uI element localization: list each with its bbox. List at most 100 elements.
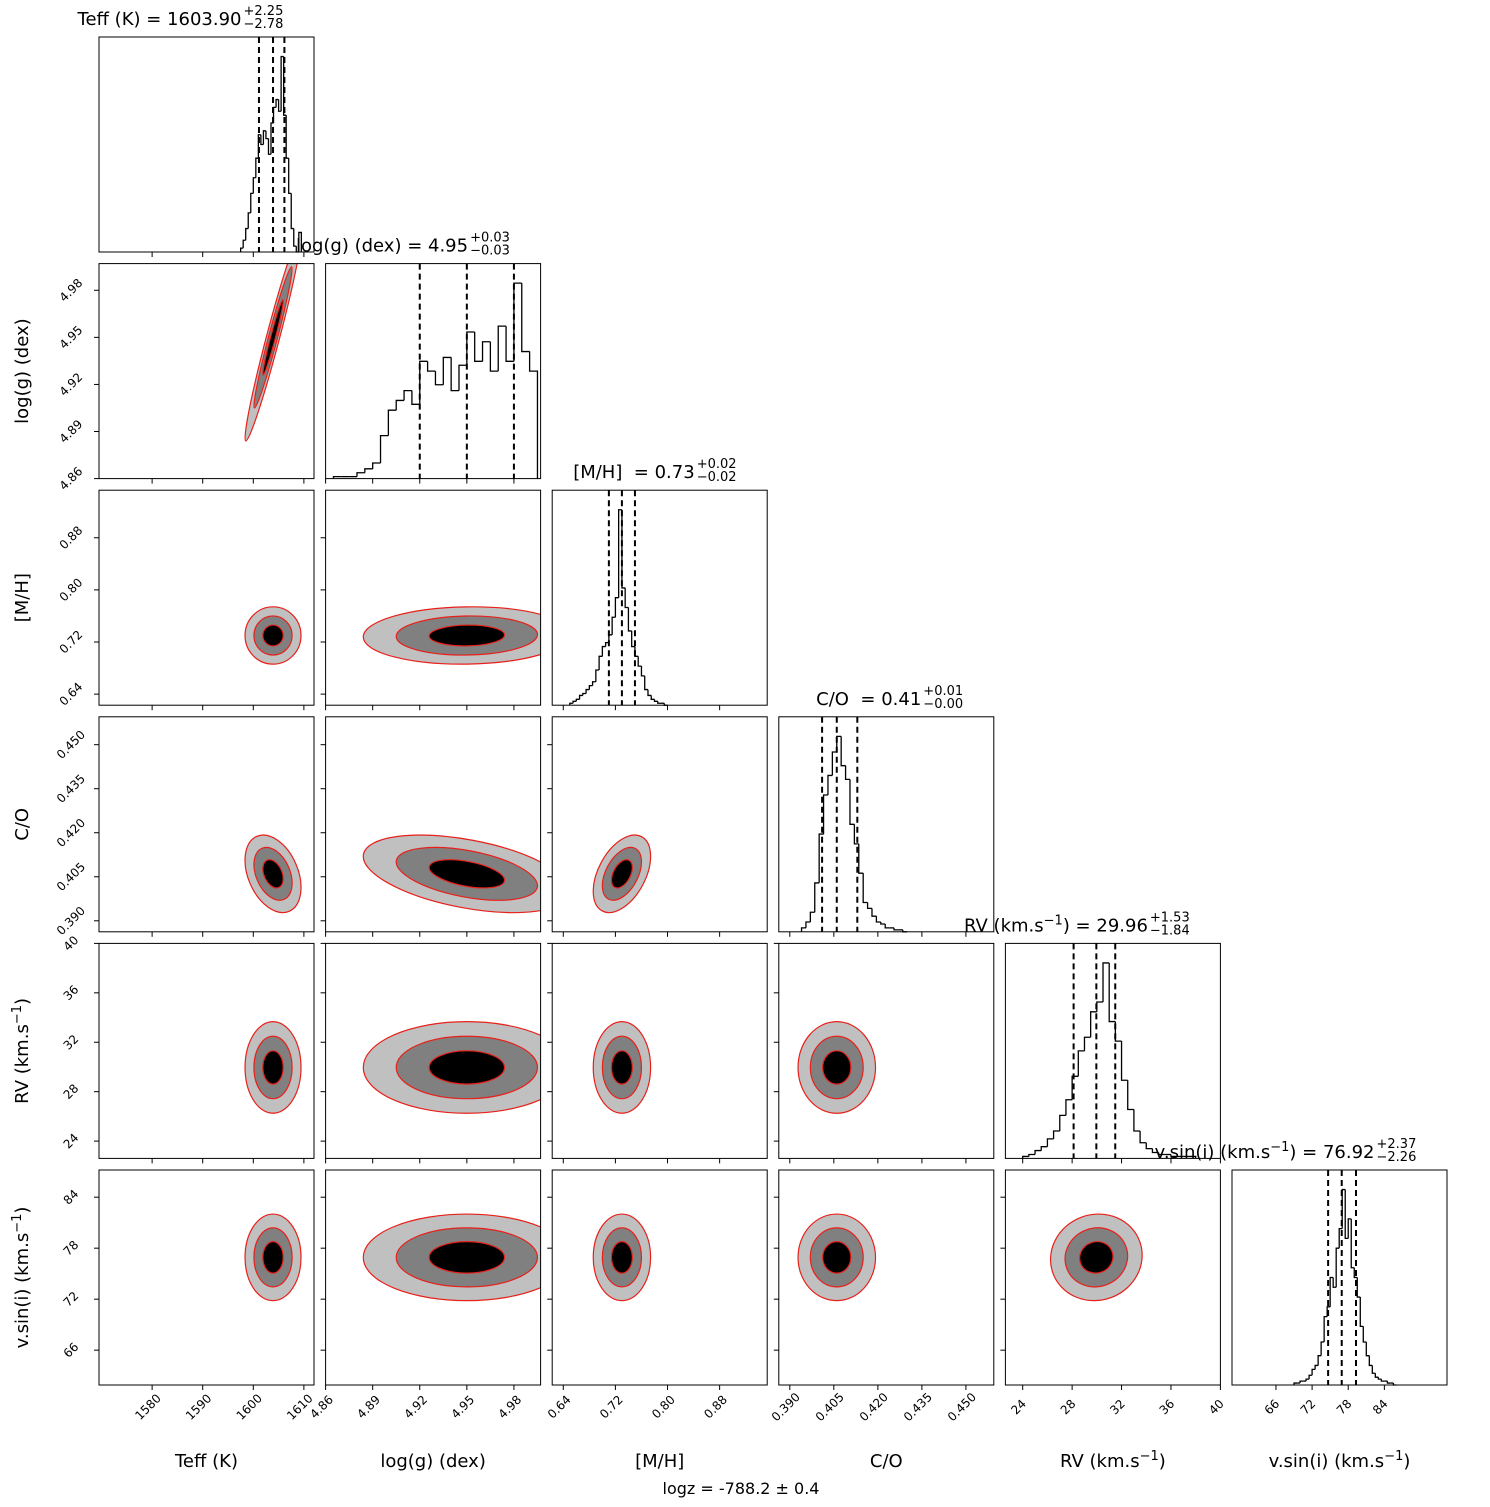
hist-bin: [880, 922, 886, 925]
x-tick-label: 24: [1008, 1397, 1029, 1418]
y-tick-label: 72: [61, 1289, 82, 1310]
panel-frame: [325, 942, 542, 1159]
hist-bin: [585, 688, 590, 694]
hist-bin: [650, 695, 655, 700]
hist-bin: [578, 694, 583, 700]
y-tick-label: 0.405: [54, 860, 88, 894]
x-tick-label: 0.420: [857, 1390, 891, 1424]
hist-bin: [1335, 1247, 1340, 1288]
hist-bin: [1371, 1365, 1376, 1374]
y-tick-label: 84: [61, 1187, 82, 1208]
x-tick-label: 4.98: [496, 1393, 525, 1422]
hist-bin: [582, 692, 587, 696]
hist-bin: [395, 399, 405, 411]
contour-level: [262, 299, 284, 376]
hist-bin: [442, 356, 452, 385]
panel-frame: [98, 489, 315, 706]
panel-title: RV (km.s−1) = 29.96: [964, 913, 1148, 936]
x-tick-label: 0.88: [701, 1393, 730, 1422]
hist-bin: [260, 134, 264, 146]
density-panel: [592, 1213, 652, 1302]
hist-bin: [604, 642, 609, 647]
panel-frame: [98, 942, 315, 1159]
hist-bin: [875, 916, 881, 923]
hist-bin: [1083, 1036, 1091, 1051]
x-axis-label-part: C/O: [870, 1451, 903, 1472]
footer: logz = -788.2 ± 0.4: [663, 1479, 820, 1498]
panel-title: log(g) (dex) = 4.95: [296, 236, 468, 257]
title-minus: −0.03: [470, 244, 510, 259]
hist-bin: [1059, 1114, 1066, 1132]
hist-bin: [840, 736, 846, 767]
y-tick-label: 0.64: [57, 680, 86, 709]
x-tick-label: 0.64: [545, 1393, 574, 1422]
panel-frame: [1004, 942, 1221, 1159]
hist-bin: [637, 656, 642, 667]
panel-title-part: −1: [1044, 913, 1063, 928]
hist-bin: [893, 927, 899, 931]
y-axis-label-part: −1: [10, 1005, 25, 1024]
title-minus: −0.00: [923, 697, 963, 712]
y-axis-label-part: RV (km.s: [12, 1024, 33, 1104]
hist-bin: [458, 364, 467, 391]
hist-bin: [1359, 1297, 1364, 1328]
hist-bin: [1052, 1130, 1060, 1139]
hist-bin: [588, 685, 593, 690]
hist-bin: [1368, 1355, 1373, 1367]
panel-title-part: −1: [1270, 1140, 1289, 1155]
x-tick-label: 32: [1107, 1397, 1128, 1418]
hist-bin: [601, 645, 606, 657]
hist-bin: [1317, 1355, 1322, 1366]
hist-bin: [1170, 1154, 1178, 1158]
y-axis-label: C/O: [12, 808, 33, 841]
hist-bin: [1350, 1218, 1355, 1269]
y-tick-label: 4.98: [57, 276, 86, 305]
hist-bin: [1034, 1149, 1042, 1155]
x-axis-label-part: −1: [1384, 1449, 1403, 1464]
hist-bin: [866, 902, 872, 909]
contour-level: [428, 1241, 506, 1274]
y-tick-label: 4.86: [57, 464, 86, 493]
hist-bin: [379, 434, 389, 463]
hist-bin: [262, 130, 266, 145]
panel-title: Teff (K) = 1603.90: [77, 9, 242, 30]
x-axis-label-part: v.sin(i) (km.s: [1269, 1451, 1385, 1472]
panel-frame: [98, 716, 315, 933]
hist-bin: [489, 341, 499, 372]
y-tick-label: 4.92: [57, 370, 86, 399]
title-plus: +2.25: [244, 4, 284, 19]
hist-bin: [285, 115, 289, 159]
panel-title-part: ) = 29.96: [1063, 915, 1148, 936]
hist-bin: [644, 675, 648, 691]
x-tick-label: 1580: [132, 1391, 163, 1422]
hist-bin: [521, 283, 530, 353]
hist-bin: [293, 228, 297, 247]
hist-bin: [858, 843, 864, 874]
panel-frame: [98, 1169, 315, 1386]
hist-bin: [884, 923, 890, 929]
panel-frame: [551, 942, 768, 1159]
hist-bin: [290, 193, 294, 230]
hist-bin: [611, 616, 616, 635]
hist-bin: [1380, 1379, 1385, 1382]
hist-bin: [1299, 1380, 1304, 1384]
density-panel: [797, 1021, 877, 1114]
hist-bin: [640, 666, 645, 677]
hist-bin: [505, 326, 514, 362]
hist-bin: [1046, 1138, 1054, 1147]
hist-bin: [1071, 1075, 1079, 1100]
hist-bin: [1145, 1142, 1153, 1150]
hist-bin: [466, 331, 475, 366]
x-axis-label: log(g) (dex): [380, 1451, 486, 1472]
hist-bin: [800, 927, 806, 932]
hist-bin: [653, 699, 658, 702]
hist-bin: [434, 371, 444, 386]
hist-bin: [1096, 1001, 1104, 1012]
hist-bin: [245, 227, 249, 241]
y-tick-label: 24: [61, 1131, 82, 1152]
hist-bin: [275, 98, 279, 108]
hist-bin: [614, 597, 619, 618]
hist-bin: [827, 774, 833, 795]
x-axis-label-part: −1: [1140, 1449, 1159, 1464]
